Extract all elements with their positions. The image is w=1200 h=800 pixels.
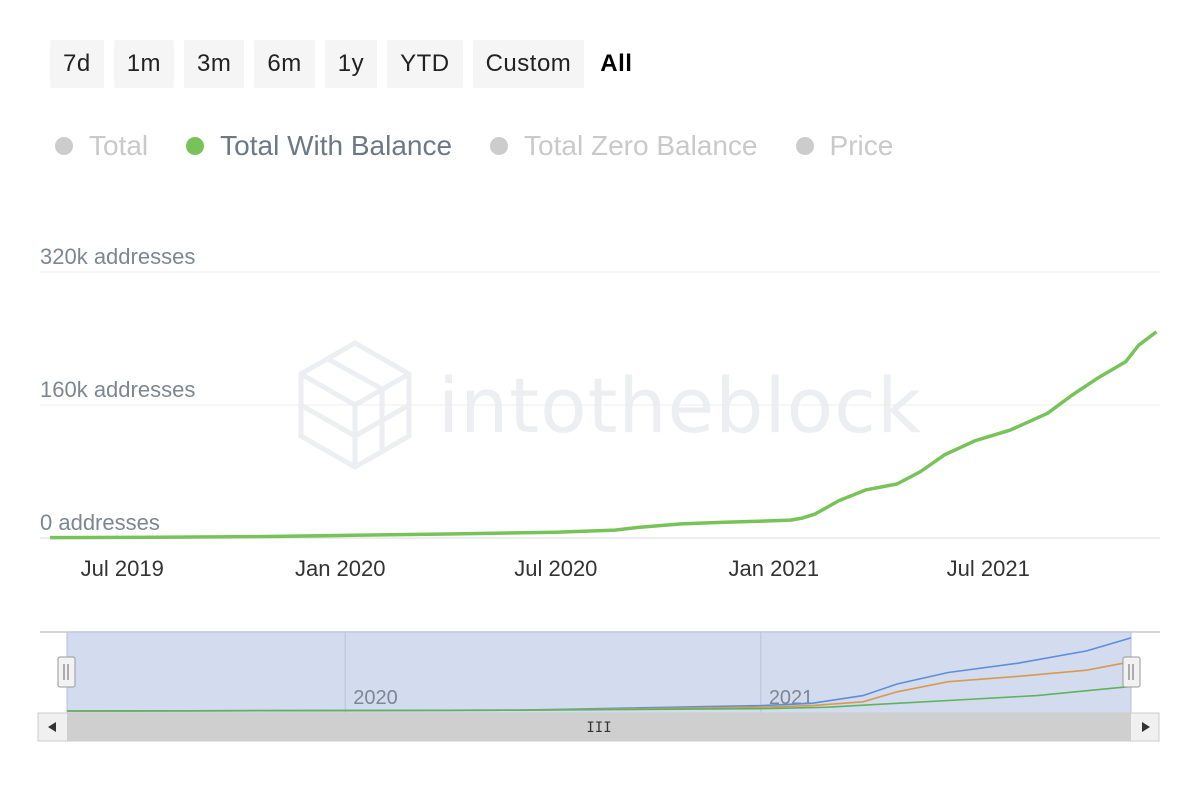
range-button-1y[interactable]: 1y (324, 40, 378, 88)
navigator-handle-right[interactable] (1122, 656, 1141, 688)
range-button-6m[interactable]: 6m (254, 40, 315, 88)
legend-label: Total With Balance (220, 130, 453, 161)
range-button-1m[interactable]: 1m (113, 40, 175, 88)
legend-label: Total Zero Balance (524, 130, 758, 161)
legend-label: Total (89, 130, 149, 161)
y-tick-label: 0 addresses (40, 510, 160, 535)
navigator-handle-left[interactable] (57, 656, 76, 688)
legend-dot-icon (795, 137, 814, 155)
legend-dot-icon (55, 137, 73, 155)
legend-dot-icon (490, 137, 509, 155)
x-axis-labels: Jul 2019 Jan 2020 Jul 2020 Jan 2021 Jul 2021 (81, 556, 1030, 581)
scroll-right-arrow-icon[interactable] (1142, 722, 1150, 732)
range-button-ytd[interactable]: YTD (387, 40, 463, 88)
series-lines (49, 330, 1158, 540)
y-tick-label: 160k addresses (40, 377, 195, 402)
scroll-left-arrow-icon[interactable] (48, 722, 56, 732)
grid-lines (40, 271, 1160, 539)
chart-legend: Total Total With Balance Total Zero Balanc… (55, 130, 893, 162)
navigator-series-line (66, 685, 1132, 712)
range-button-3m[interactable]: 3m (184, 40, 245, 88)
range-button-all[interactable]: All (600, 50, 633, 77)
x-tick-label: Jul 2019 (81, 556, 164, 581)
legend-dot-icon (186, 137, 205, 155)
navigator-year-label: 2020 (353, 687, 398, 709)
x-tick-label: Jan 2020 (295, 556, 386, 581)
series-line-total-with-balance (49, 330, 1158, 540)
legend-item-total-zero-balance[interactable]: Total Zero Balance (490, 130, 758, 162)
legend-label: Price (829, 130, 894, 161)
navigator-series (66, 637, 1132, 712)
x-tick-label: Jul 2021 (947, 556, 1030, 581)
range-button-7d[interactable]: 7d (50, 40, 104, 88)
scrollbar-grip: III (586, 720, 611, 736)
legend-item-total[interactable]: Total (55, 130, 148, 162)
range-button-custom[interactable]: Custom (472, 40, 585, 88)
scrollbar-thumb[interactable] (67, 713, 1131, 741)
navigator: 2020 2021 III (37, 631, 1160, 742)
legend-item-price[interactable]: Price (795, 130, 894, 162)
range-selector: 7d 1m 3m 6m 1y YTD Custom All (50, 40, 638, 88)
scrollbar[interactable]: III (37, 712, 1160, 742)
y-axis-labels: 0 addresses 160k addresses 320k addresses (40, 244, 195, 535)
y-tick-label: 320k addresses (40, 244, 195, 269)
navigator-grid (344, 632, 762, 713)
legend-item-total-with-balance[interactable]: Total With Balance (186, 130, 452, 162)
x-tick-label: Jan 2021 (729, 556, 820, 581)
x-tick-label: Jul 2020 (514, 556, 597, 581)
navigator-selection[interactable] (66, 631, 1132, 714)
